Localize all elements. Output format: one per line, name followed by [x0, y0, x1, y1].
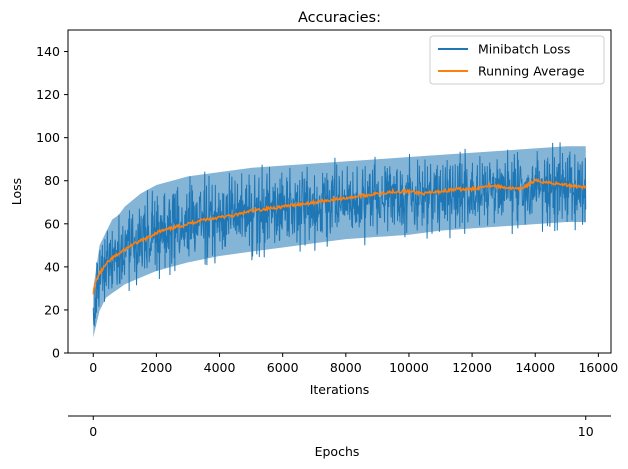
- x-tick-label: 8000: [330, 360, 362, 375]
- y-tick-label: 40: [44, 259, 60, 274]
- y-tick-label: 80: [44, 173, 60, 188]
- y-tick-label: 120: [36, 87, 60, 102]
- epochs-axis-label: Epochs: [315, 444, 360, 459]
- chart-title: Accuracies:: [298, 10, 381, 26]
- y-tick-label: 0: [52, 346, 60, 361]
- x-tick-label: 14000: [515, 360, 555, 375]
- y-tick-label: 140: [36, 44, 60, 59]
- x-tick-label: 6000: [267, 360, 299, 375]
- legend-label-minibatch-loss: Minibatch Loss: [478, 42, 570, 57]
- epoch-tick-label: 0: [89, 424, 97, 439]
- running-average-line: [92, 178, 587, 295]
- x-tick-label: 10000: [389, 360, 429, 375]
- epochs-axis-ticks: 0 10: [89, 416, 594, 439]
- y-tick-label: 100: [36, 130, 60, 145]
- x-axis-ticks: 0 2000 4000 6000 8000 10000 12000 14000 16000: [89, 353, 618, 375]
- x-tick-label: 2000: [140, 360, 172, 375]
- y-axis-label: Loss: [9, 178, 24, 205]
- legend-label-running-average: Running Average: [478, 64, 585, 79]
- minibatch-loss-envelope: [93, 146, 586, 338]
- y-tick-label: 20: [44, 302, 60, 317]
- legend-box: [429, 35, 605, 85]
- running-average-layer: [92, 178, 587, 295]
- x-axis-label: Iterations: [310, 382, 370, 397]
- x-tick-label: 4000: [204, 360, 236, 375]
- legend: Minibatch Loss Running Average: [429, 35, 605, 85]
- epoch-tick-label: 10: [578, 424, 594, 439]
- minibatch-loss-band: [92, 142, 587, 338]
- x-tick-label: 16000: [578, 360, 618, 375]
- x-tick-label: 0: [89, 360, 97, 375]
- x-tick-label: 12000: [452, 360, 492, 375]
- y-tick-label: 60: [44, 216, 60, 231]
- y-axis-ticks: 0 20 40 60 80 100 120 140: [36, 44, 68, 361]
- plot-frame: [67, 29, 612, 354]
